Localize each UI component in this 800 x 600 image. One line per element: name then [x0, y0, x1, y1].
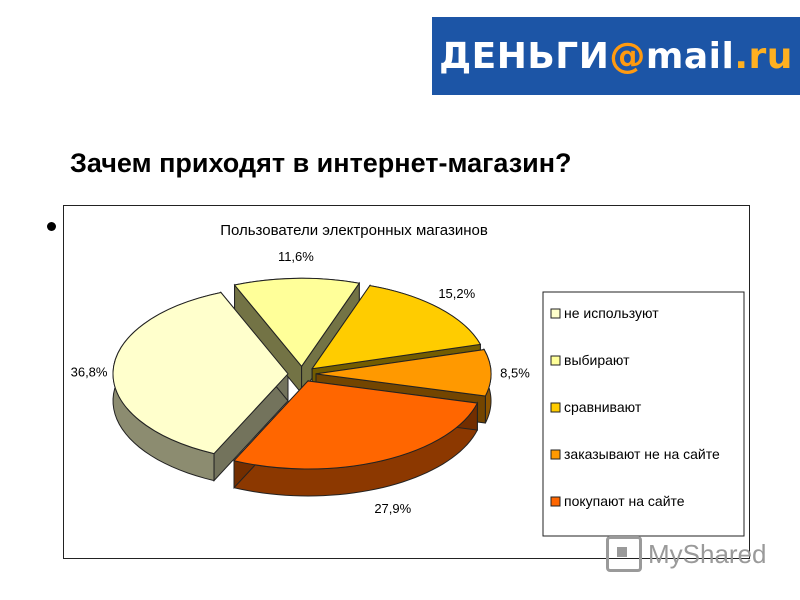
- watermark-icon: [606, 536, 642, 572]
- watermark-text: MyShared: [648, 538, 767, 569]
- legend-entry: выбирают: [564, 352, 630, 368]
- logo-wordmark: ДЕНЬГИ@mail.ru: [439, 35, 793, 77]
- legend-swatch: [550, 308, 561, 319]
- legend-swatch: [550, 449, 561, 460]
- pie-data-label: 15,2%: [438, 286, 475, 301]
- pie-data-label: 27,9%: [374, 501, 411, 516]
- legend-entry: не используют: [564, 305, 659, 321]
- legend-swatch: [550, 402, 561, 413]
- chart-frame: Пользователи электронных магазинов 36,8% 1…: [63, 205, 750, 559]
- bullet-dot: [47, 222, 56, 231]
- pie-data-label: 36,8%: [71, 364, 108, 379]
- pie-slice: [311, 285, 482, 370]
- chart-title: Пользователи электронных магазинов: [220, 222, 488, 239]
- pie-slice: [233, 277, 361, 368]
- slide-title: Зачем приходят в интернет-магазин?: [70, 148, 572, 178]
- pie-data-label: 11,6%: [278, 249, 314, 264]
- brand-logo: ДЕНЬГИ@mail.ru: [432, 17, 800, 95]
- pie-slice: [315, 349, 492, 397]
- watermark: MyShared: [606, 536, 767, 572]
- pie-data-label: 8,5%: [500, 365, 530, 380]
- chart-legend: не используют выбирают сравнивают заказываю…: [542, 291, 745, 537]
- legend-entry: заказывают не на сайте: [564, 446, 720, 462]
- legend-swatch: [550, 496, 561, 507]
- legend-swatch: [550, 355, 561, 366]
- legend-entry: покупают на сайте: [564, 493, 685, 509]
- pie-chart: Пользователи электронных магазинов 36,8% 1…: [71, 222, 745, 537]
- pie-slice: [112, 291, 289, 455]
- pie-slice: [233, 380, 479, 470]
- legend-entry: сравнивают: [564, 399, 642, 415]
